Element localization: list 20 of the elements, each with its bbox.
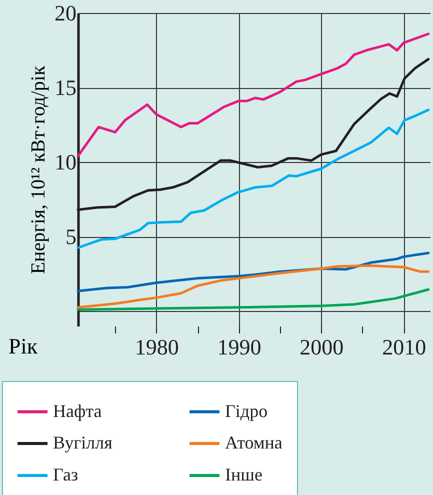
y-tick-label: 5 xyxy=(66,224,76,250)
x-axis-title: Рік xyxy=(8,334,38,358)
x-tick-label: 1980 xyxy=(134,334,179,360)
y-tick-label: 15 xyxy=(54,75,76,100)
x-tick-label: 2010 xyxy=(382,334,426,360)
legend-label: Нафта xyxy=(53,400,102,421)
line-series xyxy=(76,108,430,249)
legend-label: Інше xyxy=(225,464,262,484)
y-tick-label: 10 xyxy=(54,150,76,175)
line-series xyxy=(76,264,430,309)
line-series xyxy=(76,288,430,311)
x-tick-label: 1990 xyxy=(217,334,262,360)
line-series xyxy=(76,32,430,158)
x-tick-label: 2000 xyxy=(300,334,344,360)
legend-label: Вугілля xyxy=(53,432,112,452)
y-axis-title: Енергія, 10¹² кВт·год/рік xyxy=(28,66,50,274)
legend-label: Атомна xyxy=(225,432,282,452)
y-tick-label: 20 xyxy=(54,0,76,26)
legend-label: Гідро xyxy=(225,400,268,421)
legend-label: Газ xyxy=(53,464,78,484)
